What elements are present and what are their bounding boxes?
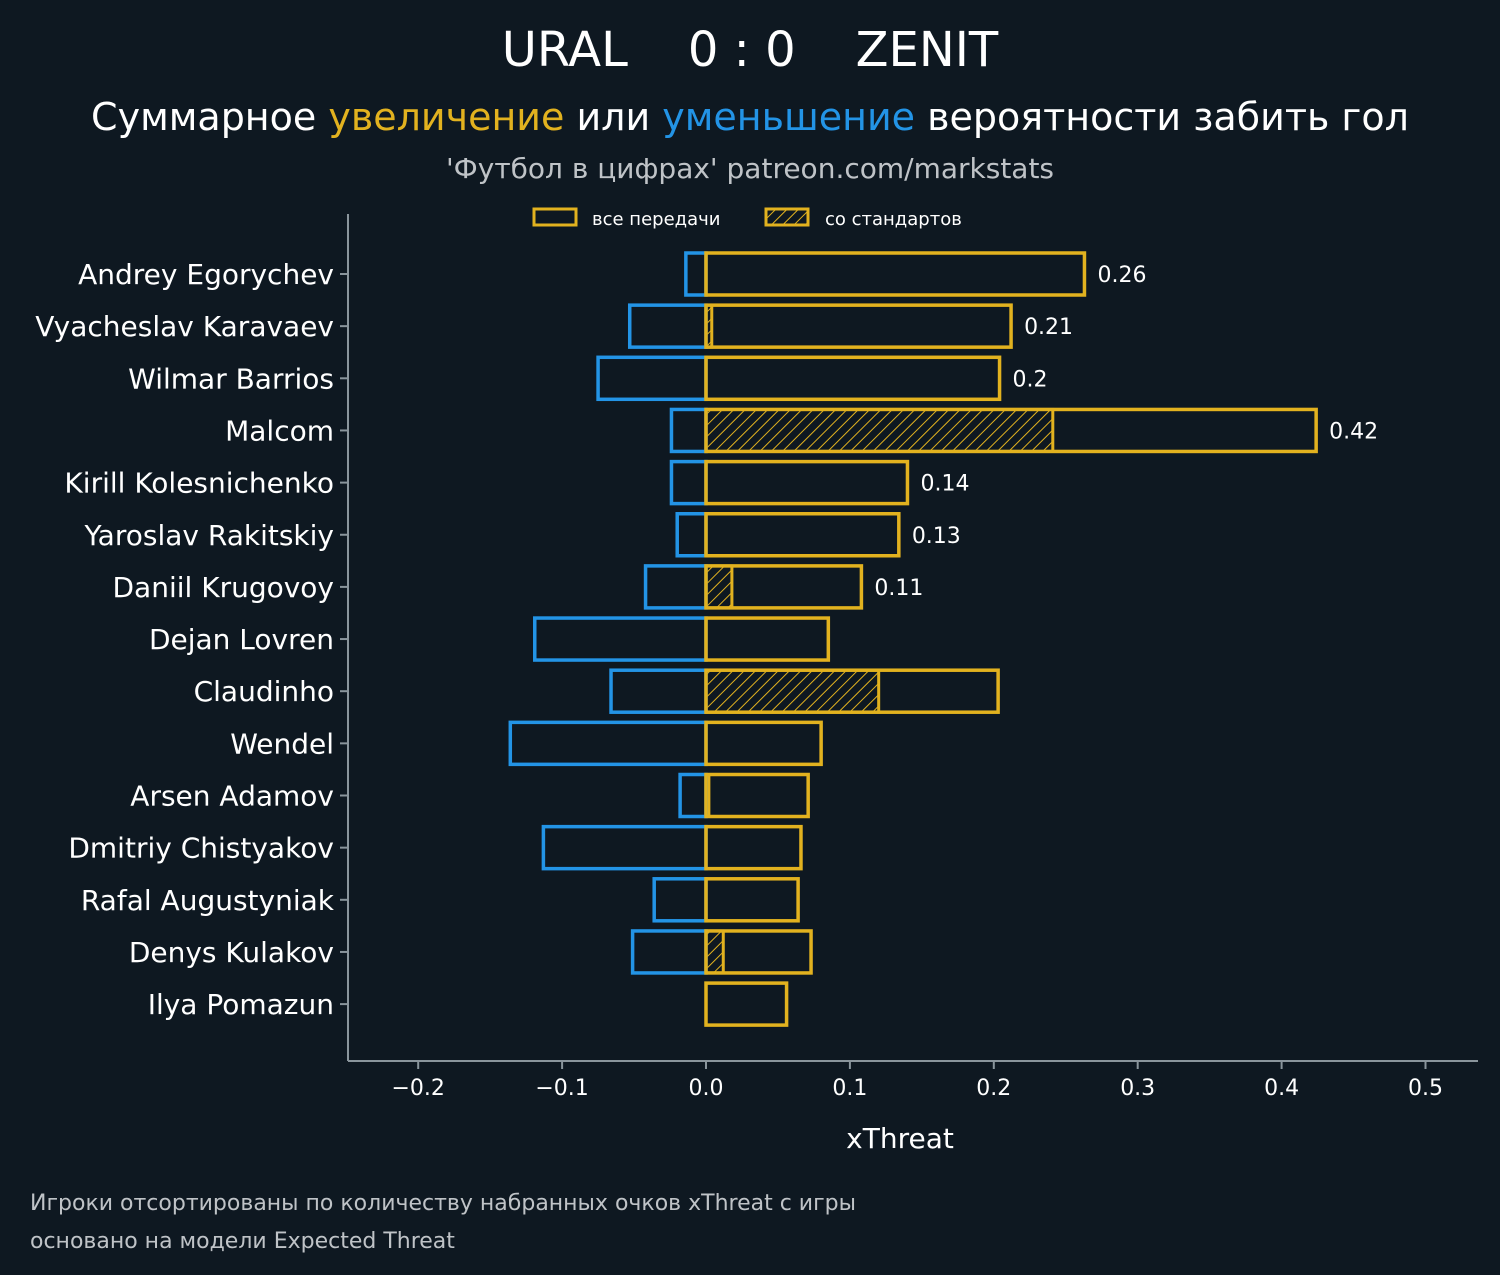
player-name: Claudinho (194, 675, 334, 708)
value-label: 0.42 (1329, 419, 1378, 444)
bar-decrease (609, 668, 708, 714)
subtitle-part3: вероятности забить гол (915, 95, 1409, 139)
bar-decrease (596, 355, 708, 402)
subtitle-increase: увеличение (328, 95, 564, 139)
bar-decrease (627, 303, 708, 349)
x-axis-label: xThreat (846, 1122, 954, 1155)
bar-decrease (508, 720, 708, 767)
bar-increase (704, 459, 910, 506)
bar-increase (704, 929, 813, 975)
bar-increase (704, 720, 823, 767)
bar-increase (704, 616, 831, 662)
value-label: 0.26 (1097, 263, 1146, 288)
chart-subtitle: Суммарное увеличение или уменьшение веро… (91, 95, 1409, 139)
bar-decrease (675, 512, 708, 558)
footer-note-2: основано на модели Expected Threat (30, 1229, 455, 1254)
bar-decrease (643, 564, 708, 610)
bar-decrease (684, 251, 708, 297)
bar-decrease (541, 824, 708, 871)
player-name: Kirill Kolesnichenko (64, 467, 334, 500)
legend-swatch-set-pieces (764, 207, 810, 227)
legend-swatch-all-passes (532, 207, 578, 227)
x-tick-label: −0.1 (535, 1076, 588, 1101)
bars (508, 251, 1318, 1027)
bar-increase (704, 407, 1318, 454)
player-name: Ilya Pomazun (148, 988, 334, 1021)
match-title: URAL 0 : 0 ZENIT (502, 22, 999, 78)
player-name: Dmitriy Chistyakov (68, 832, 334, 865)
player-name: Daniil Krugovoy (113, 571, 335, 604)
bar-decrease (669, 407, 708, 454)
bar-set-pieces (704, 564, 734, 610)
y-axis-ticks: Andrey Egorychev Vyacheslav Karavaev Wilma… (35, 258, 348, 1021)
value-label: 0.14 (920, 472, 969, 497)
bar-increase (704, 824, 803, 871)
value-label: 0.13 (912, 524, 961, 549)
away-team: ZENIT (856, 22, 999, 78)
bar-decrease (678, 772, 708, 819)
player-name: Malcom (225, 414, 334, 447)
bar-decrease (669, 459, 708, 506)
score: 0 : 0 (688, 22, 796, 78)
legend-label-all-passes: все передачи (592, 209, 720, 230)
x-axis-ticks: −0.2 −0.1 0.0 0.1 0.2 0.3 0.4 0.5 (391, 1061, 1443, 1101)
x-tick-label: 0.2 (976, 1076, 1011, 1101)
player-name: Denys Kulakov (129, 936, 334, 969)
bar-set-pieces (704, 929, 725, 975)
footer-note-1: Игроки отсортированы по количеству набра… (30, 1191, 856, 1216)
bar-decrease (652, 877, 708, 923)
legend-label-set-pieces: со стандартов (825, 209, 962, 230)
player-name: Yaroslav Rakitskiy (83, 519, 334, 552)
bar-decrease (533, 616, 708, 662)
player-name: Vyacheslav Karavaev (35, 310, 334, 343)
player-name: Rafal Augustyniak (81, 884, 335, 917)
bar-increase (704, 355, 1002, 402)
bar-increase (704, 512, 901, 558)
bar-decrease (630, 929, 708, 975)
player-name: Dejan Lovren (149, 623, 334, 656)
x-tick-label: −0.2 (391, 1076, 444, 1101)
bar-increase (704, 251, 1087, 297)
data-labels: 0.26 0.21 0.2 0.42 0.14 0.13 0.11 (874, 263, 1378, 601)
bar-increase (704, 668, 1000, 714)
subtitle-part2: или (564, 95, 662, 139)
player-name: Arsen Adamov (130, 780, 334, 813)
bar-set-pieces (704, 407, 1055, 453)
bar-increase (704, 303, 1013, 349)
x-tick-label: 0.0 (689, 1076, 724, 1101)
player-name: Wilmar Barrios (128, 362, 334, 395)
x-tick-label: 0.3 (1120, 1076, 1155, 1101)
player-name: Andrey Egorychev (78, 258, 334, 291)
bar-increase (704, 877, 800, 923)
value-label: 0.21 (1024, 315, 1073, 340)
x-tick-label: 0.4 (1264, 1076, 1299, 1101)
legend: все передачи со стандартов (532, 207, 962, 230)
player-name: Wendel (230, 727, 334, 760)
x-tick-label: 0.5 (1408, 1076, 1443, 1101)
value-label: 0.2 (1013, 367, 1048, 392)
value-label: 0.11 (874, 576, 923, 601)
bar-increase (704, 772, 810, 819)
bar-increase (704, 564, 864, 610)
bar-increase (704, 981, 789, 1027)
credit-line: 'Футбол в цифрах' patreon.com/markstats (446, 152, 1054, 185)
subtitle-part1: Суммарное (91, 95, 328, 139)
subtitle-decrease: уменьшение (662, 95, 915, 139)
bar-set-pieces (704, 668, 881, 714)
home-team: URAL (502, 22, 628, 78)
x-tick-label: 0.1 (832, 1076, 867, 1101)
